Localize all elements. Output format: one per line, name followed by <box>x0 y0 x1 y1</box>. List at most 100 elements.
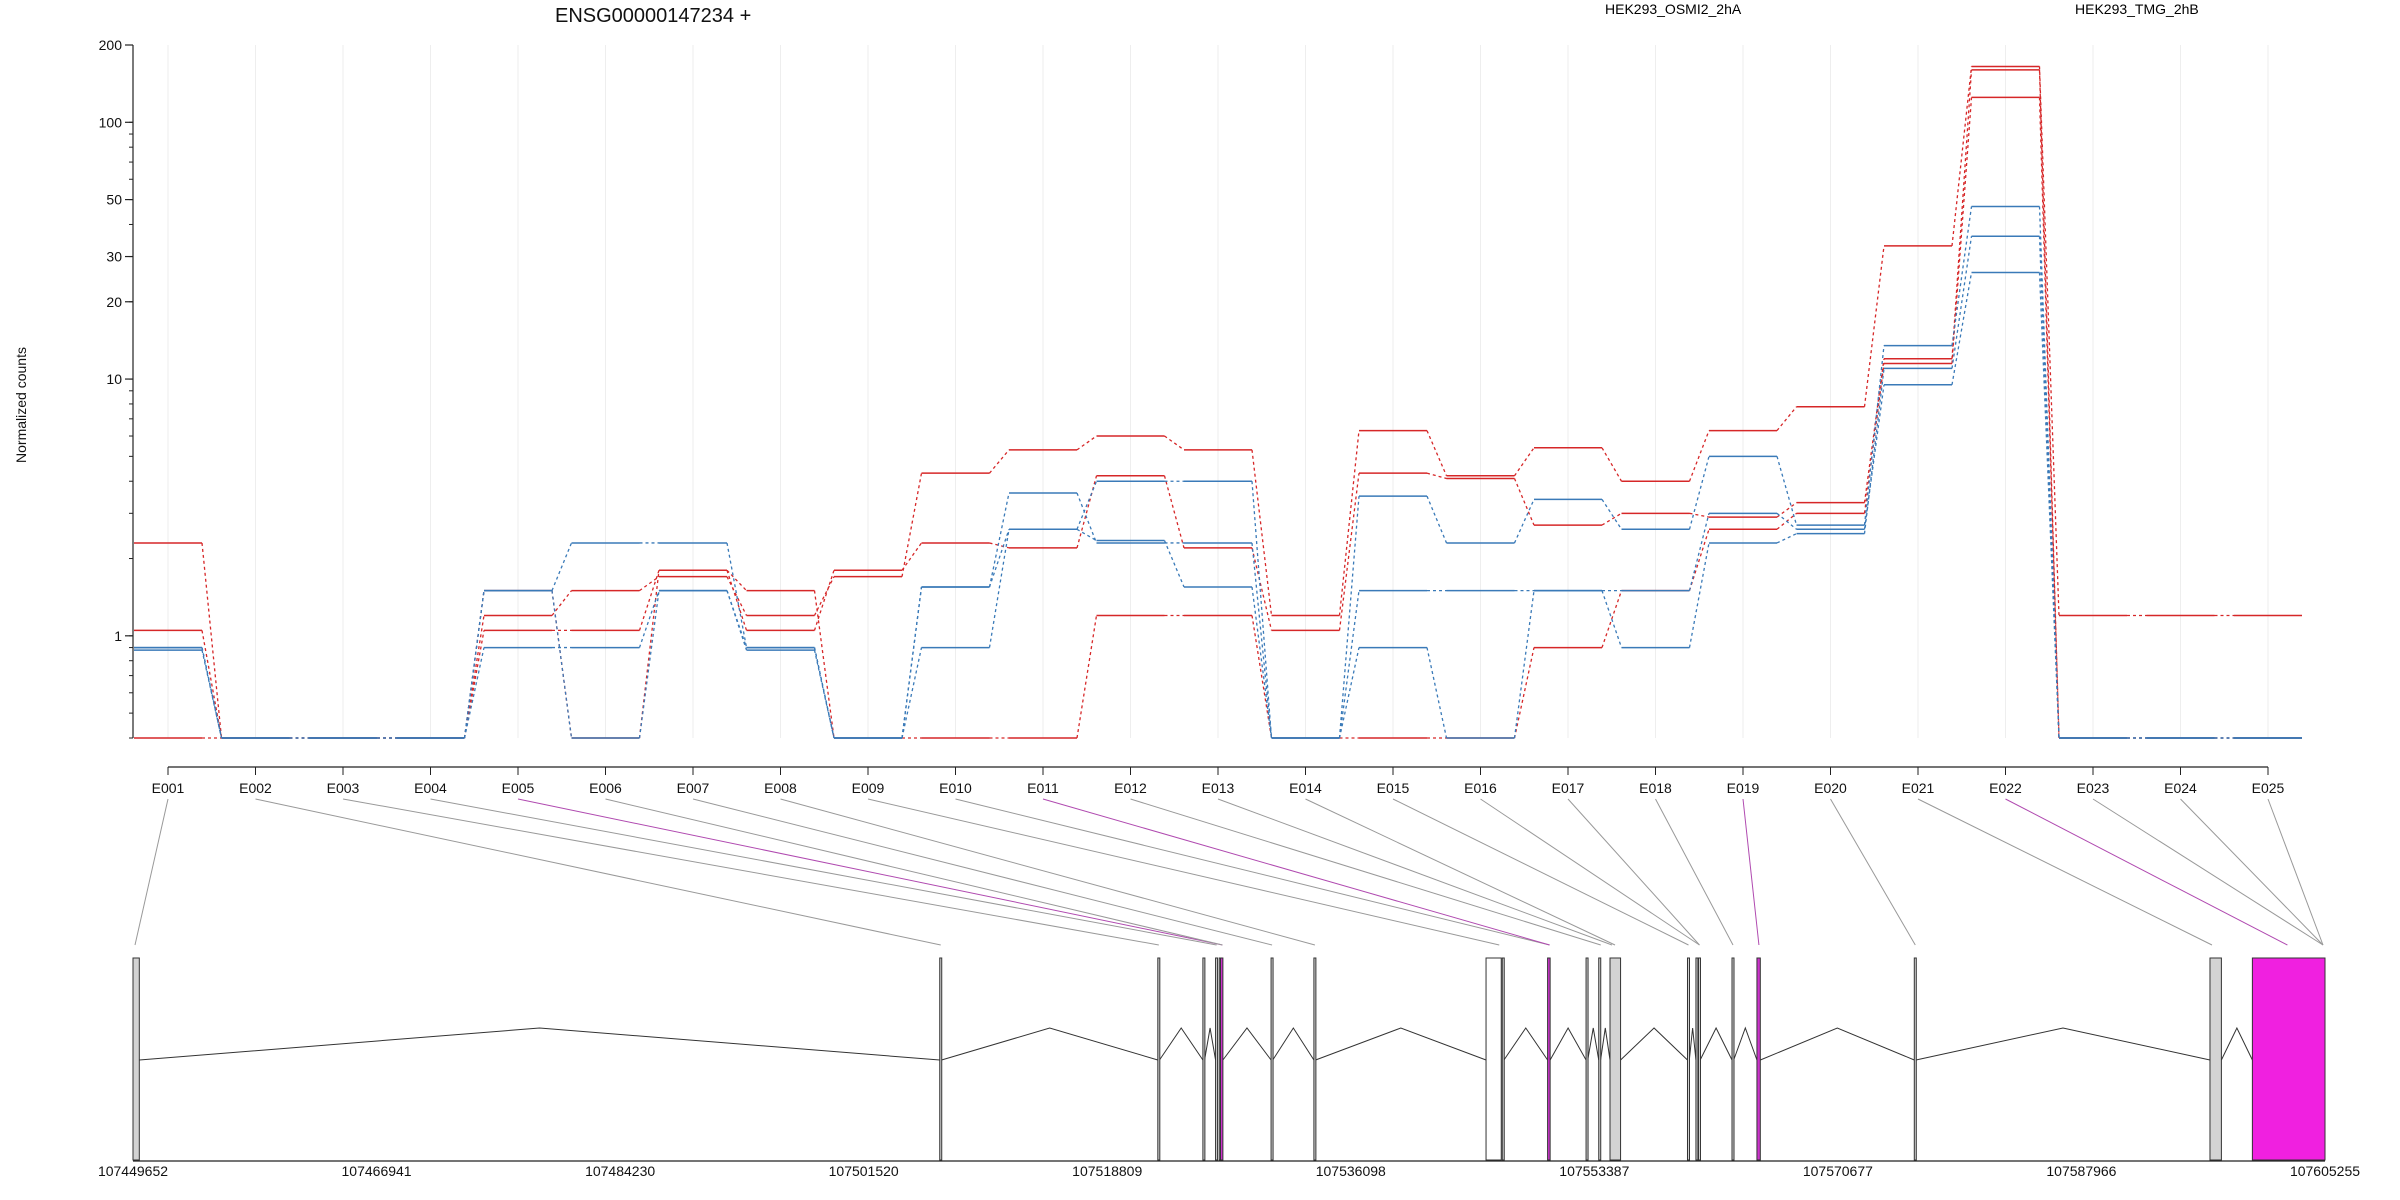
y-tick-label: 50 <box>106 192 122 208</box>
x-tick-label: E004 <box>414 780 447 796</box>
series-connector <box>726 569 747 592</box>
exon-box <box>1215 957 1219 1161</box>
series-connector <box>1513 590 1535 739</box>
exon-link-line <box>1042 798 1550 946</box>
exon-box <box>1585 957 1589 1161</box>
x-tick-label: E002 <box>239 780 272 796</box>
coordinate-tick-label: 107553387 <box>1559 1163 1629 1179</box>
series-connector <box>1688 542 1710 648</box>
series-connector <box>551 590 573 739</box>
series-connector <box>1951 236 1973 369</box>
intron-line <box>1587 1027 1600 1061</box>
exon-box <box>1731 957 1735 1161</box>
exon-link-line <box>517 798 1223 946</box>
coordinate-tick-label: 107570677 <box>1803 1163 1873 1179</box>
series-connector <box>988 529 1010 648</box>
grid-lines <box>167 45 2269 738</box>
intron-line <box>1620 1027 1688 1061</box>
coordinate-tick-label: 107518809 <box>1072 1163 1142 1179</box>
series-connector <box>726 590 748 648</box>
series-connector <box>1951 66 1973 246</box>
coordinate-tick-label: 107466941 <box>342 1163 412 1179</box>
series-connector <box>1513 647 1535 739</box>
axes: 1 10 20 30 50 100 200 E001 E002 E003 E004 E005 E006 E… <box>99 37 2285 796</box>
series-connector <box>901 586 923 739</box>
series-connector <box>813 570 835 631</box>
exon-link-line <box>1217 798 1613 946</box>
series-connector <box>1601 512 1622 526</box>
series-tmg-4 <box>134 235 2302 739</box>
series-connector <box>901 542 923 571</box>
series-connector <box>2038 66 2060 616</box>
exon-box <box>1695 957 1699 1161</box>
exon-box <box>2209 957 2222 1161</box>
series-tmg-5 <box>134 271 2302 739</box>
intron-line <box>139 1027 940 1061</box>
exon-box <box>1756 957 1761 1161</box>
exon-box <box>132 957 140 1161</box>
exon-link-line <box>1567 798 1700 946</box>
series-connector <box>1863 368 1885 534</box>
series-connector <box>1076 435 1097 451</box>
exon-link-line <box>955 798 1550 946</box>
series-connector <box>1076 528 1097 542</box>
exon-box <box>939 957 943 1161</box>
exon-link-line <box>342 798 1159 946</box>
series-connector <box>639 576 660 592</box>
series-connector <box>1251 449 1273 616</box>
series-connector <box>1251 547 1273 631</box>
series-connector <box>1076 475 1098 549</box>
series-connector <box>1251 542 1273 739</box>
exon-box <box>1913 957 1917 1161</box>
exon-link-line <box>1742 798 1760 946</box>
exon-box <box>1609 957 1622 1161</box>
exon-link-line <box>1917 798 2213 946</box>
exon-box <box>1157 957 1161 1161</box>
series-connector <box>1863 384 1885 530</box>
exon-box <box>2251 957 2326 1161</box>
series-connector <box>1951 272 1973 385</box>
series-connector <box>638 570 660 631</box>
exon-link-line <box>2267 798 2324 946</box>
exon-box <box>1270 957 1274 1161</box>
series-connector <box>1688 456 1710 530</box>
y-tick-label: 200 <box>99 37 123 53</box>
y-tick-label: 20 <box>106 294 122 310</box>
gene-model: 107449652 107466941 107484230 107501520 1075… <box>98 957 2360 1179</box>
series-connector <box>1776 456 1798 526</box>
x-tick-label: E007 <box>677 780 710 796</box>
legend-entry-osmi2: HEK293_OSMI2_2hA <box>1605 1 1742 17</box>
x-tick-label: E001 <box>152 780 185 796</box>
intron-line <box>1204 1027 1217 1061</box>
series-connector <box>726 570 748 631</box>
series-connector <box>901 586 923 739</box>
x-tick-label: E010 <box>939 780 972 796</box>
x-tick-label: E018 <box>1639 780 1672 796</box>
series-connector <box>1601 447 1623 482</box>
exon-link-line <box>1305 798 1616 946</box>
chart-title: ENSG00000147234 + <box>555 5 751 27</box>
series-connector <box>1426 472 1447 480</box>
series-connector <box>551 542 573 591</box>
series-connector <box>1076 615 1098 739</box>
exon-box <box>1313 957 1317 1161</box>
y-axis-label: Normalized counts <box>13 347 29 463</box>
coordinate-tick-label: 107501520 <box>829 1163 899 1179</box>
series-osmi2-0 <box>134 65 2302 739</box>
intron-line <box>1503 1027 1549 1061</box>
x-tick-label: E024 <box>2164 780 2197 796</box>
y-tick-label: 30 <box>106 249 122 265</box>
x-tick-label: E017 <box>1552 780 1585 796</box>
series-connector <box>988 529 1010 588</box>
series-connector <box>1863 358 1885 503</box>
series-connector <box>2038 97 2060 739</box>
series-connector <box>726 542 748 648</box>
exon-link-line <box>2180 798 2324 946</box>
exon-box <box>1485 957 1502 1161</box>
exon-box <box>1547 957 1551 1161</box>
x-tick-label: E016 <box>1464 780 1497 796</box>
series-connector <box>1338 590 1360 739</box>
exon-link-line <box>1830 798 1916 946</box>
intron-line <box>1733 1026 1758 1061</box>
x-tick-label: E014 <box>1289 780 1322 796</box>
